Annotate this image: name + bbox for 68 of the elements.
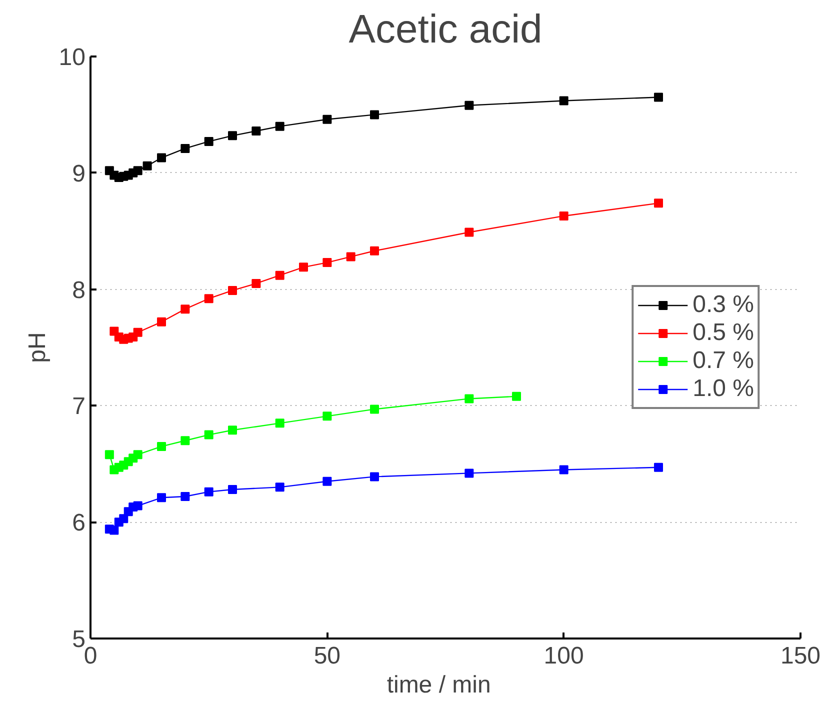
legend-label: 0.5 % [692,319,754,347]
point [133,328,142,337]
point [252,126,261,136]
x-axis-title: time / min [386,672,491,698]
point [275,270,284,280]
point [322,114,332,124]
point [204,294,214,304]
y-tick-label: 6 [72,510,86,537]
point [370,110,379,120]
point [157,153,166,162]
y-tick-label: 7 [72,393,86,420]
point [142,161,152,170]
legend-label: 0.3 % [692,291,754,319]
point [654,462,663,472]
x-tick-label: 0 [84,642,98,670]
point [133,166,142,176]
point [104,450,114,460]
point [157,317,166,326]
x-tick-label: 50 [314,642,341,670]
point [299,262,308,272]
point [275,482,284,492]
point [346,252,356,262]
legend-label: 1.0 % [692,375,754,403]
point [180,304,190,314]
x-tick-label: 100 [544,642,584,670]
point [204,136,214,146]
point [275,122,284,131]
point [252,278,261,288]
point [180,492,190,501]
point [322,412,332,421]
point [180,144,190,153]
point [654,198,663,208]
y-tick-label: 10 [58,44,86,71]
point [228,131,237,140]
point [464,100,474,110]
point [119,514,128,524]
point [228,286,237,295]
point [322,476,332,486]
x-tick-label: 150 [780,642,821,670]
point [370,472,379,482]
point [110,526,119,535]
point [464,468,474,478]
legend-label: 0.7 % [692,347,754,375]
point [275,418,284,428]
point [228,426,237,435]
point [322,258,332,268]
point [133,501,142,510]
point [370,404,379,414]
y-tick-label: 8 [72,276,86,304]
point [133,450,142,460]
point [559,465,568,474]
point [180,436,190,446]
point [370,246,379,256]
point [464,228,474,237]
point [204,487,214,496]
point [654,92,663,102]
point [464,394,474,404]
y-axis-title: pH [24,332,51,363]
y-tick-label: 9 [72,160,86,188]
point [157,442,166,451]
point [228,485,237,494]
point [559,96,568,106]
point [559,211,568,220]
point [204,430,214,440]
point [512,392,521,401]
y-tick-label: 5 [72,626,86,653]
chart-title: Acetic acid [348,8,542,52]
point [157,493,166,502]
